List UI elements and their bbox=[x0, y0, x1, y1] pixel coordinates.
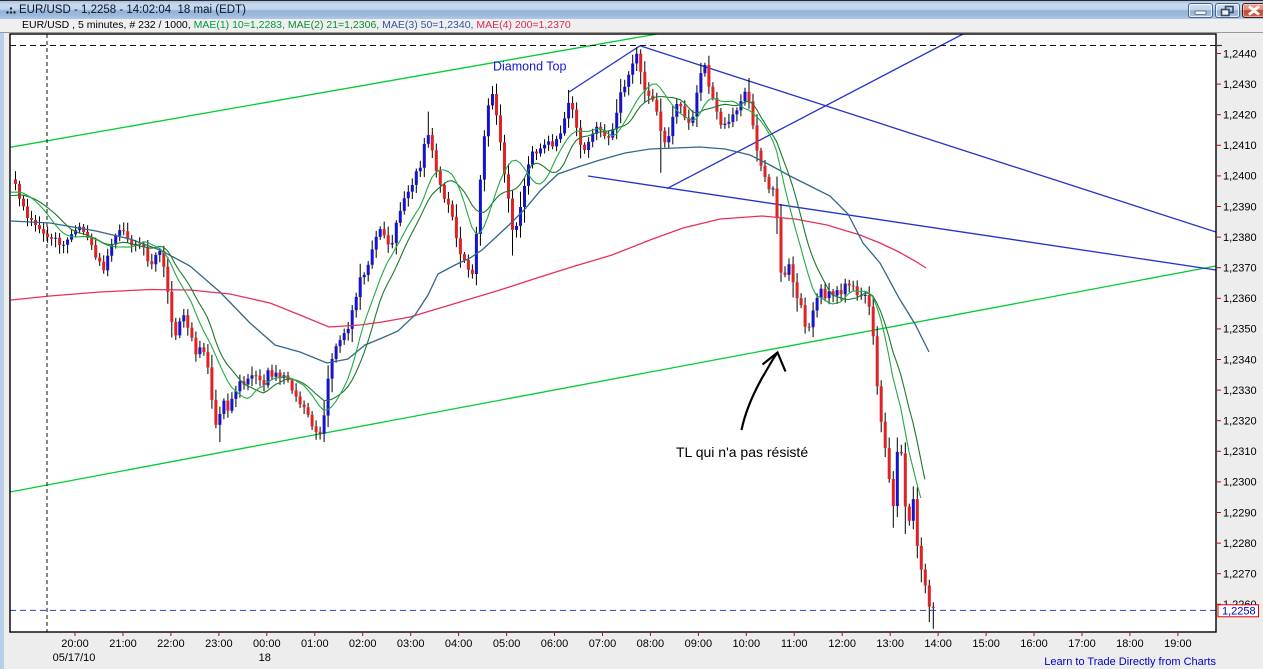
svg-text:04:00: 04:00 bbox=[445, 638, 473, 650]
svg-text:08:00: 08:00 bbox=[637, 638, 665, 650]
svg-text:1,2258: 1,2258 bbox=[1222, 605, 1256, 617]
svg-text:17:00: 17:00 bbox=[1068, 638, 1096, 650]
svg-text:1,2270: 1,2270 bbox=[1223, 569, 1257, 581]
svg-text:Learn to Trade Directly from C: Learn to Trade Directly from Charts bbox=[1044, 656, 1216, 668]
svg-text:1,2280: 1,2280 bbox=[1223, 538, 1257, 550]
svg-text:1,2320: 1,2320 bbox=[1223, 416, 1257, 428]
svg-text:18: 18 bbox=[259, 652, 271, 664]
svg-text:05:00: 05:00 bbox=[493, 638, 521, 650]
svg-text:07:00: 07:00 bbox=[589, 638, 617, 650]
svg-text:09:00: 09:00 bbox=[685, 638, 713, 650]
svg-text:1,2420: 1,2420 bbox=[1223, 110, 1257, 122]
svg-text:1,2370: 1,2370 bbox=[1223, 263, 1257, 275]
svg-text:05/17/10: 05/17/10 bbox=[53, 652, 96, 664]
svg-text:1,2340: 1,2340 bbox=[1223, 354, 1257, 366]
svg-text:1,2300: 1,2300 bbox=[1223, 477, 1257, 489]
svg-text:1,2410: 1,2410 bbox=[1223, 140, 1257, 152]
svg-text:11:00: 11:00 bbox=[781, 638, 808, 650]
svg-text:1,2290: 1,2290 bbox=[1223, 507, 1257, 519]
svg-text:1,2430: 1,2430 bbox=[1223, 79, 1257, 91]
svg-text:00:00: 00:00 bbox=[253, 638, 281, 650]
svg-text:06:00: 06:00 bbox=[541, 638, 569, 650]
svg-text:TL qui n'a pas résisté: TL qui n'a pas résisté bbox=[676, 444, 808, 460]
svg-text:20:00: 20:00 bbox=[61, 638, 89, 650]
svg-text:1,2350: 1,2350 bbox=[1223, 324, 1257, 336]
svg-text:12:00: 12:00 bbox=[828, 638, 856, 650]
svg-text:01:00: 01:00 bbox=[301, 638, 329, 650]
svg-text:02:00: 02:00 bbox=[349, 638, 377, 650]
svg-text:15:00: 15:00 bbox=[972, 638, 1000, 650]
svg-text:1,2330: 1,2330 bbox=[1223, 385, 1257, 397]
svg-text:1,2360: 1,2360 bbox=[1223, 293, 1257, 305]
svg-text:13:00: 13:00 bbox=[876, 638, 904, 650]
svg-text:14:00: 14:00 bbox=[924, 638, 952, 650]
svg-text:16:00: 16:00 bbox=[1020, 638, 1048, 650]
svg-text:18:00: 18:00 bbox=[1116, 638, 1144, 650]
svg-text:1,2400: 1,2400 bbox=[1223, 171, 1257, 183]
svg-text:19:00: 19:00 bbox=[1164, 638, 1192, 650]
svg-text:1,2390: 1,2390 bbox=[1223, 201, 1257, 213]
svg-text:23:00: 23:00 bbox=[205, 638, 233, 650]
svg-text:10:00: 10:00 bbox=[733, 638, 761, 650]
svg-text:Diamond Top: Diamond Top bbox=[493, 60, 566, 74]
svg-text:03:00: 03:00 bbox=[397, 638, 425, 650]
svg-text:21:00: 21:00 bbox=[109, 638, 137, 650]
svg-text:1,2310: 1,2310 bbox=[1223, 446, 1257, 458]
svg-text:1,2380: 1,2380 bbox=[1223, 232, 1257, 244]
svg-text:1,2440: 1,2440 bbox=[1223, 48, 1257, 60]
svg-text:22:00: 22:00 bbox=[157, 638, 185, 650]
